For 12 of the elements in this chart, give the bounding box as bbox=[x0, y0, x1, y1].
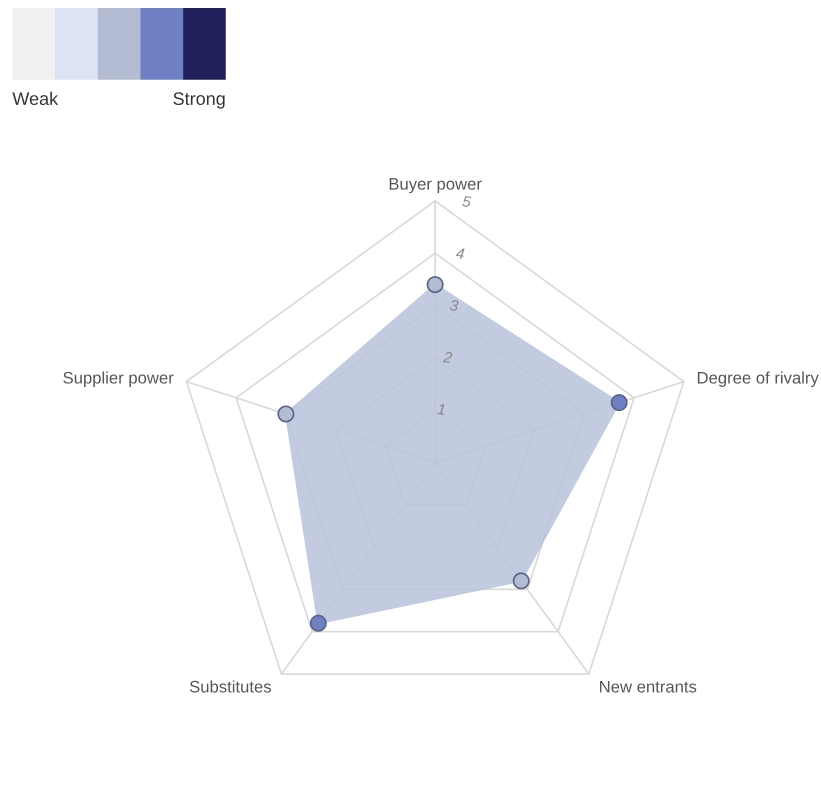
y-tick-label: 4 bbox=[456, 248, 465, 260]
spoke-label: Degree of rivalry bbox=[698, 371, 819, 387]
y-tick-label: 2 bbox=[442, 351, 452, 363]
y-tick-label: 1 bbox=[437, 404, 446, 415]
spoke-label: Substitutes bbox=[190, 680, 271, 693]
y-tick-label: 3 bbox=[450, 300, 459, 312]
spoke-label: Buyer power bbox=[390, 178, 482, 194]
spoke-label: New entrants bbox=[600, 680, 696, 693]
spoke-label: Supplier power bbox=[63, 371, 174, 387]
y-tick-label: 5 bbox=[462, 196, 472, 208]
text: Strong bbox=[173, 92, 225, 109]
text: Weak bbox=[12, 92, 58, 106]
